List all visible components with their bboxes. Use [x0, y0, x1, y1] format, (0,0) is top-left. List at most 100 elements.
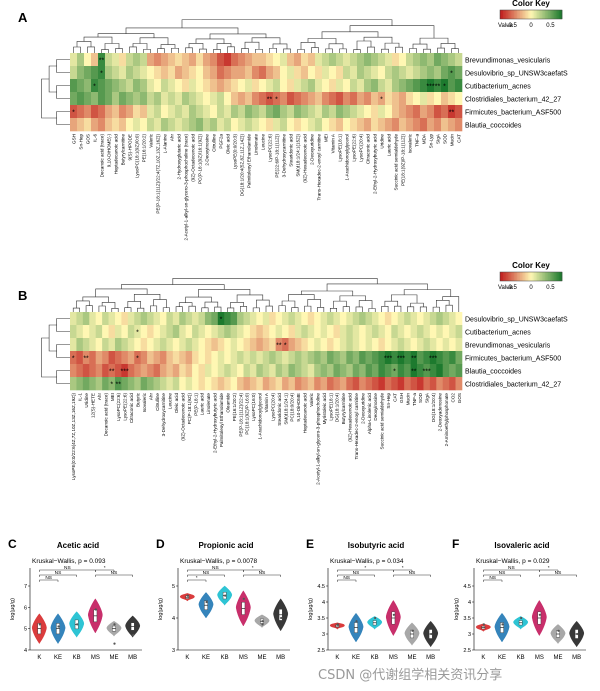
heatmap-cell [371, 79, 379, 93]
heatmap-cell [211, 312, 219, 326]
significance-star: * [136, 330, 139, 337]
heatmap-cell [211, 338, 219, 352]
color-key-swatch [532, 272, 535, 281]
heatmap-cell [189, 53, 197, 67]
dendrogram-branch [209, 33, 267, 39]
significance-star: * [380, 97, 383, 104]
heatmap-cell [105, 66, 113, 80]
heatmap-cell [365, 364, 373, 378]
column-label: 9,10-DiHOME(-) [107, 134, 112, 168]
color-key-swatch [520, 272, 522, 281]
column-label: DG(18:1/20:4) [335, 393, 340, 423]
comparison-label: NS [64, 565, 71, 571]
heatmap-cell [413, 105, 421, 119]
comparison-bracket [393, 569, 413, 572]
color-key-swatch [501, 272, 504, 281]
heatmap-cell [301, 338, 309, 352]
heatmap-cell [133, 79, 141, 93]
heatmap-cell [166, 338, 174, 352]
x-tick-label: K [335, 655, 339, 661]
heatmap-cell [329, 66, 337, 80]
dendrogram-branch [83, 36, 113, 44]
heatmap-cell [417, 325, 424, 339]
column-label: MDA [422, 133, 427, 144]
heatmap-cell [427, 53, 435, 67]
heatmap-cell [154, 79, 162, 93]
heatmap-cell [154, 92, 162, 106]
heatmap-cell [372, 377, 379, 391]
heatmap-cell [448, 66, 456, 80]
color-key-swatch [549, 272, 552, 281]
x-tick-label: KB [371, 655, 379, 661]
heatmap-cell [404, 377, 411, 391]
heatmap-cell [320, 312, 328, 326]
heatmap-cell [238, 118, 246, 132]
color-key-swatch [500, 10, 502, 19]
heatmap-cell [252, 53, 260, 67]
heatmap-cell [269, 364, 276, 378]
dendrogram-branch [171, 47, 179, 53]
heatmap-cell [288, 364, 296, 378]
heatmap-cell [455, 79, 463, 93]
heatmap-cell [189, 79, 197, 93]
heatmap-cell [307, 338, 315, 352]
heatmap-cell [245, 79, 253, 93]
heatmap-cell [448, 53, 456, 67]
heatmap-cell [441, 105, 449, 119]
heatmap-cell [249, 325, 257, 339]
color-key-swatch [526, 10, 529, 19]
column-label: Citrulline [212, 134, 217, 152]
heatmap-cell [182, 79, 190, 93]
heatmap-cell [288, 338, 296, 352]
color-key-tick: 0.5 [546, 23, 555, 29]
color-key-tick: 0.5 [546, 285, 555, 291]
heatmap-cell [126, 79, 134, 93]
heatmap-cell [108, 325, 116, 339]
heatmap-cell [224, 377, 231, 391]
heatmap-cell [84, 105, 92, 119]
heatmap-cell [203, 53, 211, 67]
heatmap-cell [189, 105, 197, 119]
heatmap-cell [357, 53, 365, 67]
heatmap-cell [161, 105, 169, 119]
dendrogram-branch [445, 304, 453, 312]
dendrogram-branch [82, 296, 109, 303]
column-label: LysoPC(16:0) [251, 393, 256, 421]
heatmap-cell [307, 364, 315, 378]
heatmap-cell [98, 105, 106, 119]
heatmap-cell [288, 351, 296, 365]
heatmap-cell [280, 92, 288, 106]
dendrogram-branch [244, 41, 260, 50]
heatmap-cell [231, 92, 239, 106]
heatmap-cell [185, 364, 193, 378]
heatmap-cell [441, 118, 449, 132]
data-point [94, 608, 97, 611]
heatmap-cell [237, 338, 244, 352]
heatmap-cell [288, 312, 296, 326]
heatmap-cell [175, 53, 183, 67]
heatmap-cell [442, 325, 450, 339]
heatmap-cell [203, 66, 211, 80]
heatmap-cell [329, 118, 337, 132]
kruskal-wallis-text: Kruskal−Wallis, p = 0.0078 [180, 558, 257, 565]
heatmap-cell [315, 66, 323, 80]
dendrogram-branch [162, 307, 170, 312]
violin-title: Propionic acid [198, 541, 253, 550]
heatmap-cell [288, 325, 296, 339]
significance-star: ** [267, 97, 273, 104]
column-label: LysoPC(18:1(9Z)/0:0) [135, 134, 140, 178]
column-label: 2-Deoxyinosine [205, 134, 210, 166]
x-tick-label: KB [517, 655, 525, 661]
heatmap-cell [322, 79, 330, 93]
significance-star: *** [426, 84, 434, 91]
column-label: Stearidonic acid [277, 393, 282, 426]
heatmap-cell [249, 364, 257, 378]
column-label: TNF-a [412, 393, 417, 406]
heatmap-cell [273, 53, 281, 67]
dendrogram-branch [153, 299, 167, 308]
heatmap-cell [84, 53, 92, 67]
heatmap-cell [172, 351, 180, 365]
heatmap-cell [105, 105, 113, 119]
dendrogram-branch [281, 300, 296, 308]
heatmap-cell [429, 338, 437, 352]
